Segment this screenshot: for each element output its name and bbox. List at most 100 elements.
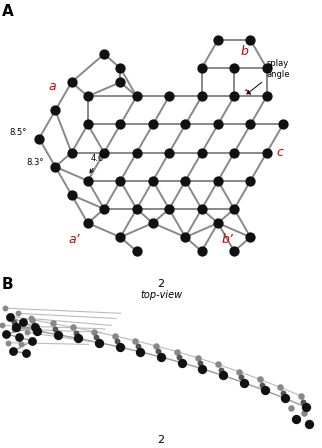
Point — [215, 121, 221, 128]
Point — [183, 177, 188, 185]
Point — [280, 389, 285, 396]
Point — [216, 361, 221, 368]
Point — [150, 177, 156, 185]
Point — [199, 149, 204, 156]
Point — [135, 343, 140, 350]
Point — [118, 79, 123, 86]
Point — [36, 135, 42, 142]
Point — [176, 353, 182, 361]
Point — [71, 324, 76, 331]
Point — [154, 342, 159, 349]
Point — [294, 415, 299, 422]
Point — [138, 348, 143, 355]
Point — [85, 220, 90, 227]
Point — [215, 177, 221, 185]
Point — [307, 420, 312, 427]
Point — [278, 384, 283, 391]
Point — [239, 374, 244, 381]
Text: 4.6°: 4.6° — [90, 154, 109, 173]
Point — [232, 149, 237, 156]
Point — [158, 353, 164, 361]
Point — [134, 248, 139, 255]
Point — [69, 79, 74, 86]
Point — [248, 177, 253, 185]
Point — [114, 338, 119, 345]
Point — [199, 93, 204, 100]
Point — [73, 329, 78, 336]
Point — [85, 121, 90, 128]
Point — [289, 405, 294, 412]
Point — [85, 93, 90, 100]
Point — [301, 398, 306, 405]
Point — [9, 313, 14, 320]
Text: 8.5°: 8.5° — [10, 128, 27, 137]
Point — [12, 325, 17, 332]
Point — [52, 325, 58, 332]
Point — [248, 121, 253, 128]
Point — [248, 36, 253, 43]
Point — [232, 65, 237, 72]
Point — [183, 121, 188, 128]
Point — [241, 379, 246, 386]
Point — [29, 316, 34, 323]
Point — [69, 149, 74, 156]
Point — [85, 177, 90, 185]
Point — [302, 410, 307, 417]
Point — [215, 36, 221, 43]
Point — [11, 318, 16, 325]
Point — [2, 305, 7, 312]
Point — [18, 341, 24, 348]
Text: splay
angle: splay angle — [247, 60, 290, 94]
Text: top-view: top-view — [140, 290, 182, 301]
Point — [197, 360, 203, 367]
Point — [101, 149, 107, 156]
Point — [118, 177, 123, 185]
Text: b: b — [241, 45, 249, 58]
Point — [0, 322, 4, 329]
Point — [232, 205, 237, 212]
Point — [53, 107, 58, 114]
Point — [94, 333, 99, 340]
Point — [76, 335, 81, 342]
Point — [134, 93, 139, 100]
Point — [118, 121, 123, 128]
Point — [174, 348, 179, 355]
Point — [69, 191, 74, 198]
Point — [117, 344, 122, 351]
Point — [262, 387, 267, 394]
Point — [248, 233, 253, 241]
Point — [199, 248, 204, 255]
Point — [199, 65, 204, 72]
Point — [259, 381, 264, 388]
Point — [55, 331, 60, 338]
Point — [166, 93, 172, 100]
Point — [20, 319, 25, 326]
Text: 2: 2 — [157, 435, 165, 445]
Point — [257, 376, 262, 383]
Point — [166, 149, 172, 156]
Text: B: B — [2, 277, 13, 292]
Point — [32, 322, 37, 329]
Point — [200, 365, 205, 372]
Point — [30, 337, 35, 345]
Point — [236, 368, 242, 375]
Point — [101, 205, 107, 212]
Point — [218, 366, 223, 374]
Point — [5, 339, 11, 346]
Point — [179, 359, 184, 366]
Text: 2: 2 — [157, 279, 165, 289]
Point — [199, 205, 204, 212]
Point — [33, 323, 38, 331]
Point — [118, 65, 123, 72]
Text: 8.3°: 8.3° — [26, 158, 43, 167]
Point — [118, 233, 123, 241]
Point — [166, 205, 172, 212]
Point — [15, 310, 20, 317]
Point — [134, 205, 139, 212]
Point — [91, 328, 97, 335]
Point — [134, 149, 139, 156]
Point — [280, 121, 286, 128]
Text: a’: a’ — [68, 233, 80, 246]
Point — [264, 149, 269, 156]
Text: A: A — [2, 4, 14, 19]
